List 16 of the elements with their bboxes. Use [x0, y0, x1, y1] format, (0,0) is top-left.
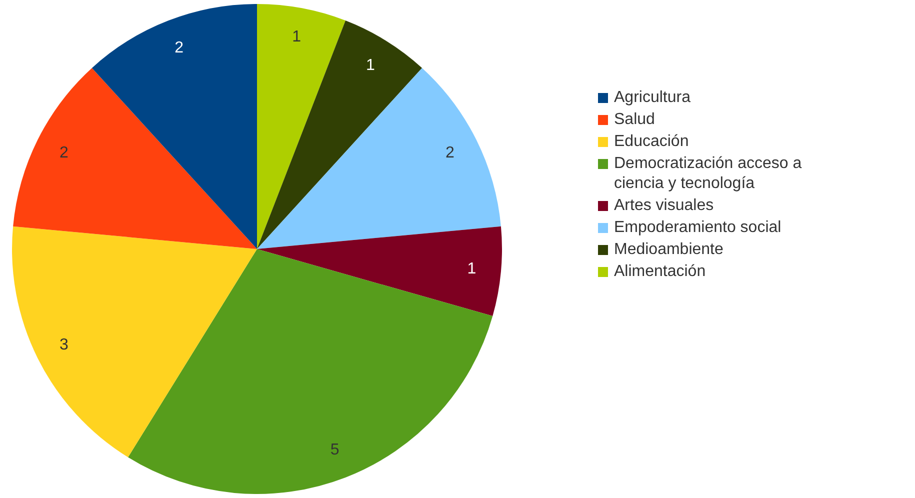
legend-label: Salud [614, 110, 655, 130]
legend-label: Democratización acceso a ciencia y tecnología [614, 154, 803, 194]
legend-label: Alimentación [614, 262, 706, 282]
data-label: 5 [330, 441, 340, 458]
legend-label: Medioambiente [614, 240, 724, 260]
data-label: 1 [366, 57, 376, 74]
data-label: 1 [467, 260, 476, 278]
legend-label: Artes visuales [614, 196, 714, 216]
legend-label: Educación [614, 132, 689, 152]
data-label: 2 [446, 144, 455, 162]
data-label: 3 [60, 336, 69, 354]
legend-label: Agricultura [614, 88, 690, 108]
data-label: 2 [174, 39, 184, 56]
legend-label: Empoderamiento social [614, 218, 782, 238]
data-label: 1 [292, 28, 302, 46]
data-label: 2 [60, 144, 69, 162]
